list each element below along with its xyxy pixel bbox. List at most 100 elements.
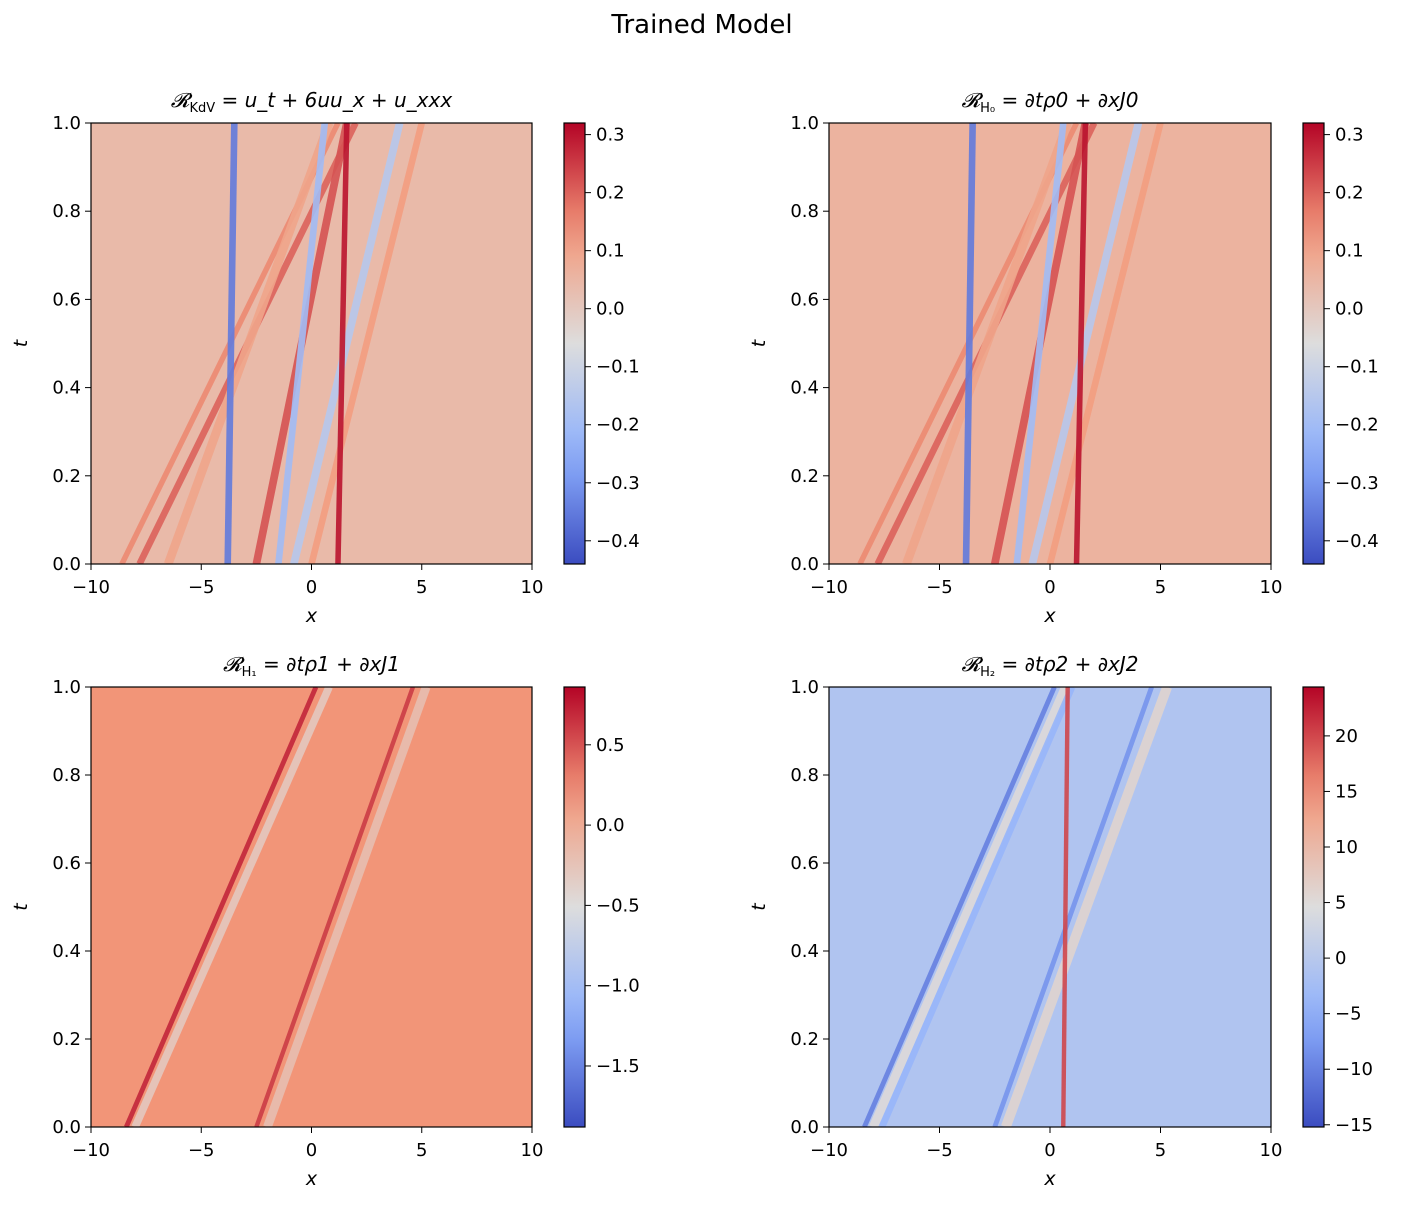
colorbar-tick-label: −0.3 <box>596 473 640 494</box>
heatmap-feature-8 <box>1073 123 1089 564</box>
title-lhs-sub: H₀ <box>980 101 996 116</box>
colorbar-tick-label: 0.1 <box>1335 241 1364 262</box>
heatmap-panel-0: −10 −5 0 5 10 0.0 0.2 0.4 0.6 0.8 1.0 x t 0.3 0.2 0.1 0.… <box>10 113 640 627</box>
colorbar-tick-label: 0 <box>1335 948 1346 969</box>
heatmap-features <box>119 123 425 564</box>
heatmap-feature-2 <box>164 123 334 564</box>
colorbar-tick-label: 0.3 <box>1335 125 1364 146</box>
x-tick-label: 5 <box>1155 1140 1166 1161</box>
heatmap-feature-4 <box>1001 687 1172 1127</box>
colorbar <box>1302 686 1325 1128</box>
y-tick-label: 0.4 <box>790 378 819 399</box>
colorbar-tick-label: −0.1 <box>596 357 640 378</box>
y-tick-label: 0.8 <box>52 765 81 786</box>
x-tick-label: −5 <box>926 577 953 598</box>
x-axis-label: x <box>1043 1168 1056 1190</box>
heatmap-feature-4 <box>1013 123 1067 564</box>
colorbar-tick-label: −10 <box>1335 1059 1373 1080</box>
colorbar-tick-label: −0.2 <box>596 415 640 436</box>
heatmap-feature-7 <box>224 123 238 564</box>
colorbar-tick-label: −1.5 <box>596 1056 640 1077</box>
y-tick-label: 0.2 <box>52 1029 81 1050</box>
y-tick-label: 0.8 <box>790 765 819 786</box>
x-tick-label: 5 <box>1155 577 1166 598</box>
colorbar-tick-label: −0.1 <box>1335 357 1379 378</box>
heatmap-feature-1 <box>869 687 1070 1127</box>
heatmap-features <box>862 687 1172 1127</box>
heatmap-feature-5 <box>290 123 404 564</box>
figure-title: Trained Model <box>611 10 793 40</box>
colorbar <box>1302 122 1325 565</box>
colorbar-tick-label: −0.2 <box>1335 415 1379 436</box>
heatmap-feature-7 <box>962 123 976 564</box>
x-tick-label: 10 <box>1260 577 1283 598</box>
colorbar-tick-label: 0.5 <box>596 735 625 756</box>
title-lhs-sub: H₁ <box>241 665 257 680</box>
colorbar-tick-label: 10 <box>1335 837 1358 858</box>
y-tick-label: 0.0 <box>790 554 819 575</box>
title-lhs: 𝓡 <box>170 88 190 112</box>
title-lhs-sub: H₂ <box>980 665 996 680</box>
y-tick-label: 0.4 <box>52 378 81 399</box>
colorbar-tick-label: 5 <box>1335 893 1346 914</box>
x-tick-label: 10 <box>521 577 544 598</box>
y-axis-label: t <box>10 338 32 347</box>
y-tick-label: 0.0 <box>790 1117 819 1138</box>
y-tick-label: 0.6 <box>790 289 819 310</box>
colorbar-tick-label: 0.0 <box>596 299 625 320</box>
title-rhs: = ∂tρ0 + ∂xJ0 <box>1001 88 1139 112</box>
x-tick-label: 5 <box>416 1140 427 1161</box>
heatmap-features <box>857 123 1164 564</box>
y-tick-label: 0.2 <box>52 466 81 487</box>
heatmap-panel-2: −10 −5 0 5 10 0.0 0.2 0.4 0.6 0.8 1.0 x t 0.5 0.0 −0.5 −… <box>10 677 640 1190</box>
title-rhs: = ∂tρ2 + ∂xJ2 <box>1001 652 1139 676</box>
y-tick-label: 0.8 <box>52 201 81 222</box>
y-tick-label: 0.6 <box>52 853 81 874</box>
y-tick-label: 1.0 <box>52 677 81 698</box>
panel-title-h0: 𝓡H₀ = ∂tρ0 + ∂xJ0 <box>829 88 1271 116</box>
heatmap-feature-0 <box>124 687 319 1127</box>
x-tick-label: 0 <box>1044 1140 1055 1161</box>
y-tick-label: 0.2 <box>790 1029 819 1050</box>
colorbar-tick-label: −15 <box>1335 1115 1373 1136</box>
x-axis-label: x <box>305 605 318 627</box>
title-lhs-sub: KdV <box>189 101 216 116</box>
colorbar-tick-label: −0.4 <box>1335 531 1379 552</box>
panel-title-h1: 𝓡H₁ = ∂tρ1 + ∂xJ1 <box>91 652 532 680</box>
heatmap-features <box>124 687 431 1127</box>
title-rhs: = u_t + 6uu_x + u_xxx <box>221 88 453 112</box>
y-tick-label: 0.0 <box>52 1117 81 1138</box>
x-tick-label: 10 <box>1260 1140 1283 1161</box>
x-tick-label: −10 <box>72 577 110 598</box>
heatmap-feature-8 <box>335 123 350 564</box>
colorbar-tick-label: 0.0 <box>596 815 625 836</box>
y-axis-label: t <box>10 902 32 911</box>
colorbar-tick-label: −0.4 <box>596 531 640 552</box>
x-tick-label: −5 <box>926 1140 953 1161</box>
heatmap-panel-1: −10 −5 0 5 10 0.0 0.2 0.4 0.6 0.8 1.0 x t 0.3 0.2 0.1 0.… <box>748 113 1379 627</box>
x-tick-label: −10 <box>810 1140 848 1161</box>
colorbar-tick-label: 0.2 <box>596 183 625 204</box>
colorbar-tick-label: −0.5 <box>596 895 640 916</box>
heatmap-feature-4 <box>275 123 329 564</box>
heatmap-feature-2 <box>902 123 1072 564</box>
y-tick-label: 0.4 <box>790 941 819 962</box>
heatmap-feature-3 <box>992 687 1154 1127</box>
y-tick-label: 0.6 <box>790 853 819 874</box>
title-rhs: = ∂tρ1 + ∂xJ1 <box>263 652 401 676</box>
x-tick-label: −10 <box>72 1140 110 1161</box>
colorbar-tick-label: 0.0 <box>1335 299 1364 320</box>
colorbar <box>563 122 586 565</box>
x-tick-label: −5 <box>188 1140 215 1161</box>
x-tick-label: 0 <box>306 577 317 598</box>
heatmap-feature-6 <box>308 123 425 564</box>
x-tick-label: 10 <box>521 1140 544 1161</box>
x-tick-label: 5 <box>416 577 427 598</box>
y-tick-label: 0.4 <box>52 941 81 962</box>
y-tick-label: 1.0 <box>790 113 819 134</box>
y-tick-label: 0.0 <box>52 554 81 575</box>
x-tick-label: −10 <box>810 577 848 598</box>
y-tick-label: 0.6 <box>52 289 81 310</box>
colorbar-tick-label: −1.0 <box>596 976 640 997</box>
